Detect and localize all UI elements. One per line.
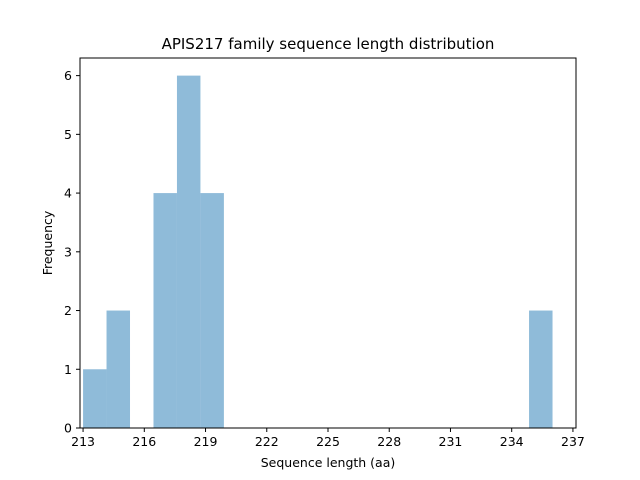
x-tick-label: 213 — [71, 434, 95, 449]
x-axis-label: Sequence length (aa) — [261, 455, 396, 470]
x-tick-label: 237 — [561, 434, 585, 449]
y-tick-label: 2 — [64, 303, 72, 318]
x-tick-label: 222 — [255, 434, 279, 449]
x-tick-label: 225 — [316, 434, 340, 449]
histogram-bar — [153, 193, 177, 428]
y-tick-label: 1 — [64, 362, 72, 377]
x-tick-label: 219 — [194, 434, 218, 449]
y-tick-label: 6 — [64, 68, 72, 83]
histogram-bar — [529, 310, 553, 428]
y-tick-label: 3 — [64, 244, 72, 259]
x-axis-ticks: 213 216 219 222 225 228 231 234 237 — [71, 428, 585, 449]
x-tick-label: 231 — [439, 434, 463, 449]
y-tick-label: 0 — [64, 421, 72, 436]
histogram-bar — [176, 75, 201, 428]
chart-title: APIS217 family sequence length distribut… — [162, 35, 495, 53]
x-tick-label: 234 — [500, 434, 524, 449]
histogram-bars — [83, 75, 553, 428]
histogram-bar — [200, 193, 224, 428]
histogram-bar — [106, 310, 131, 428]
y-axis-label: Frequency — [40, 210, 55, 275]
x-tick-label: 216 — [132, 434, 156, 449]
plot-frame — [79, 57, 577, 429]
histogram-bar — [83, 369, 107, 428]
x-tick-label: 228 — [377, 434, 401, 449]
y-tick-label: 5 — [64, 127, 72, 142]
y-axis-ticks: 0 1 2 3 4 5 6 — [64, 68, 80, 436]
y-tick-label: 4 — [64, 186, 72, 201]
